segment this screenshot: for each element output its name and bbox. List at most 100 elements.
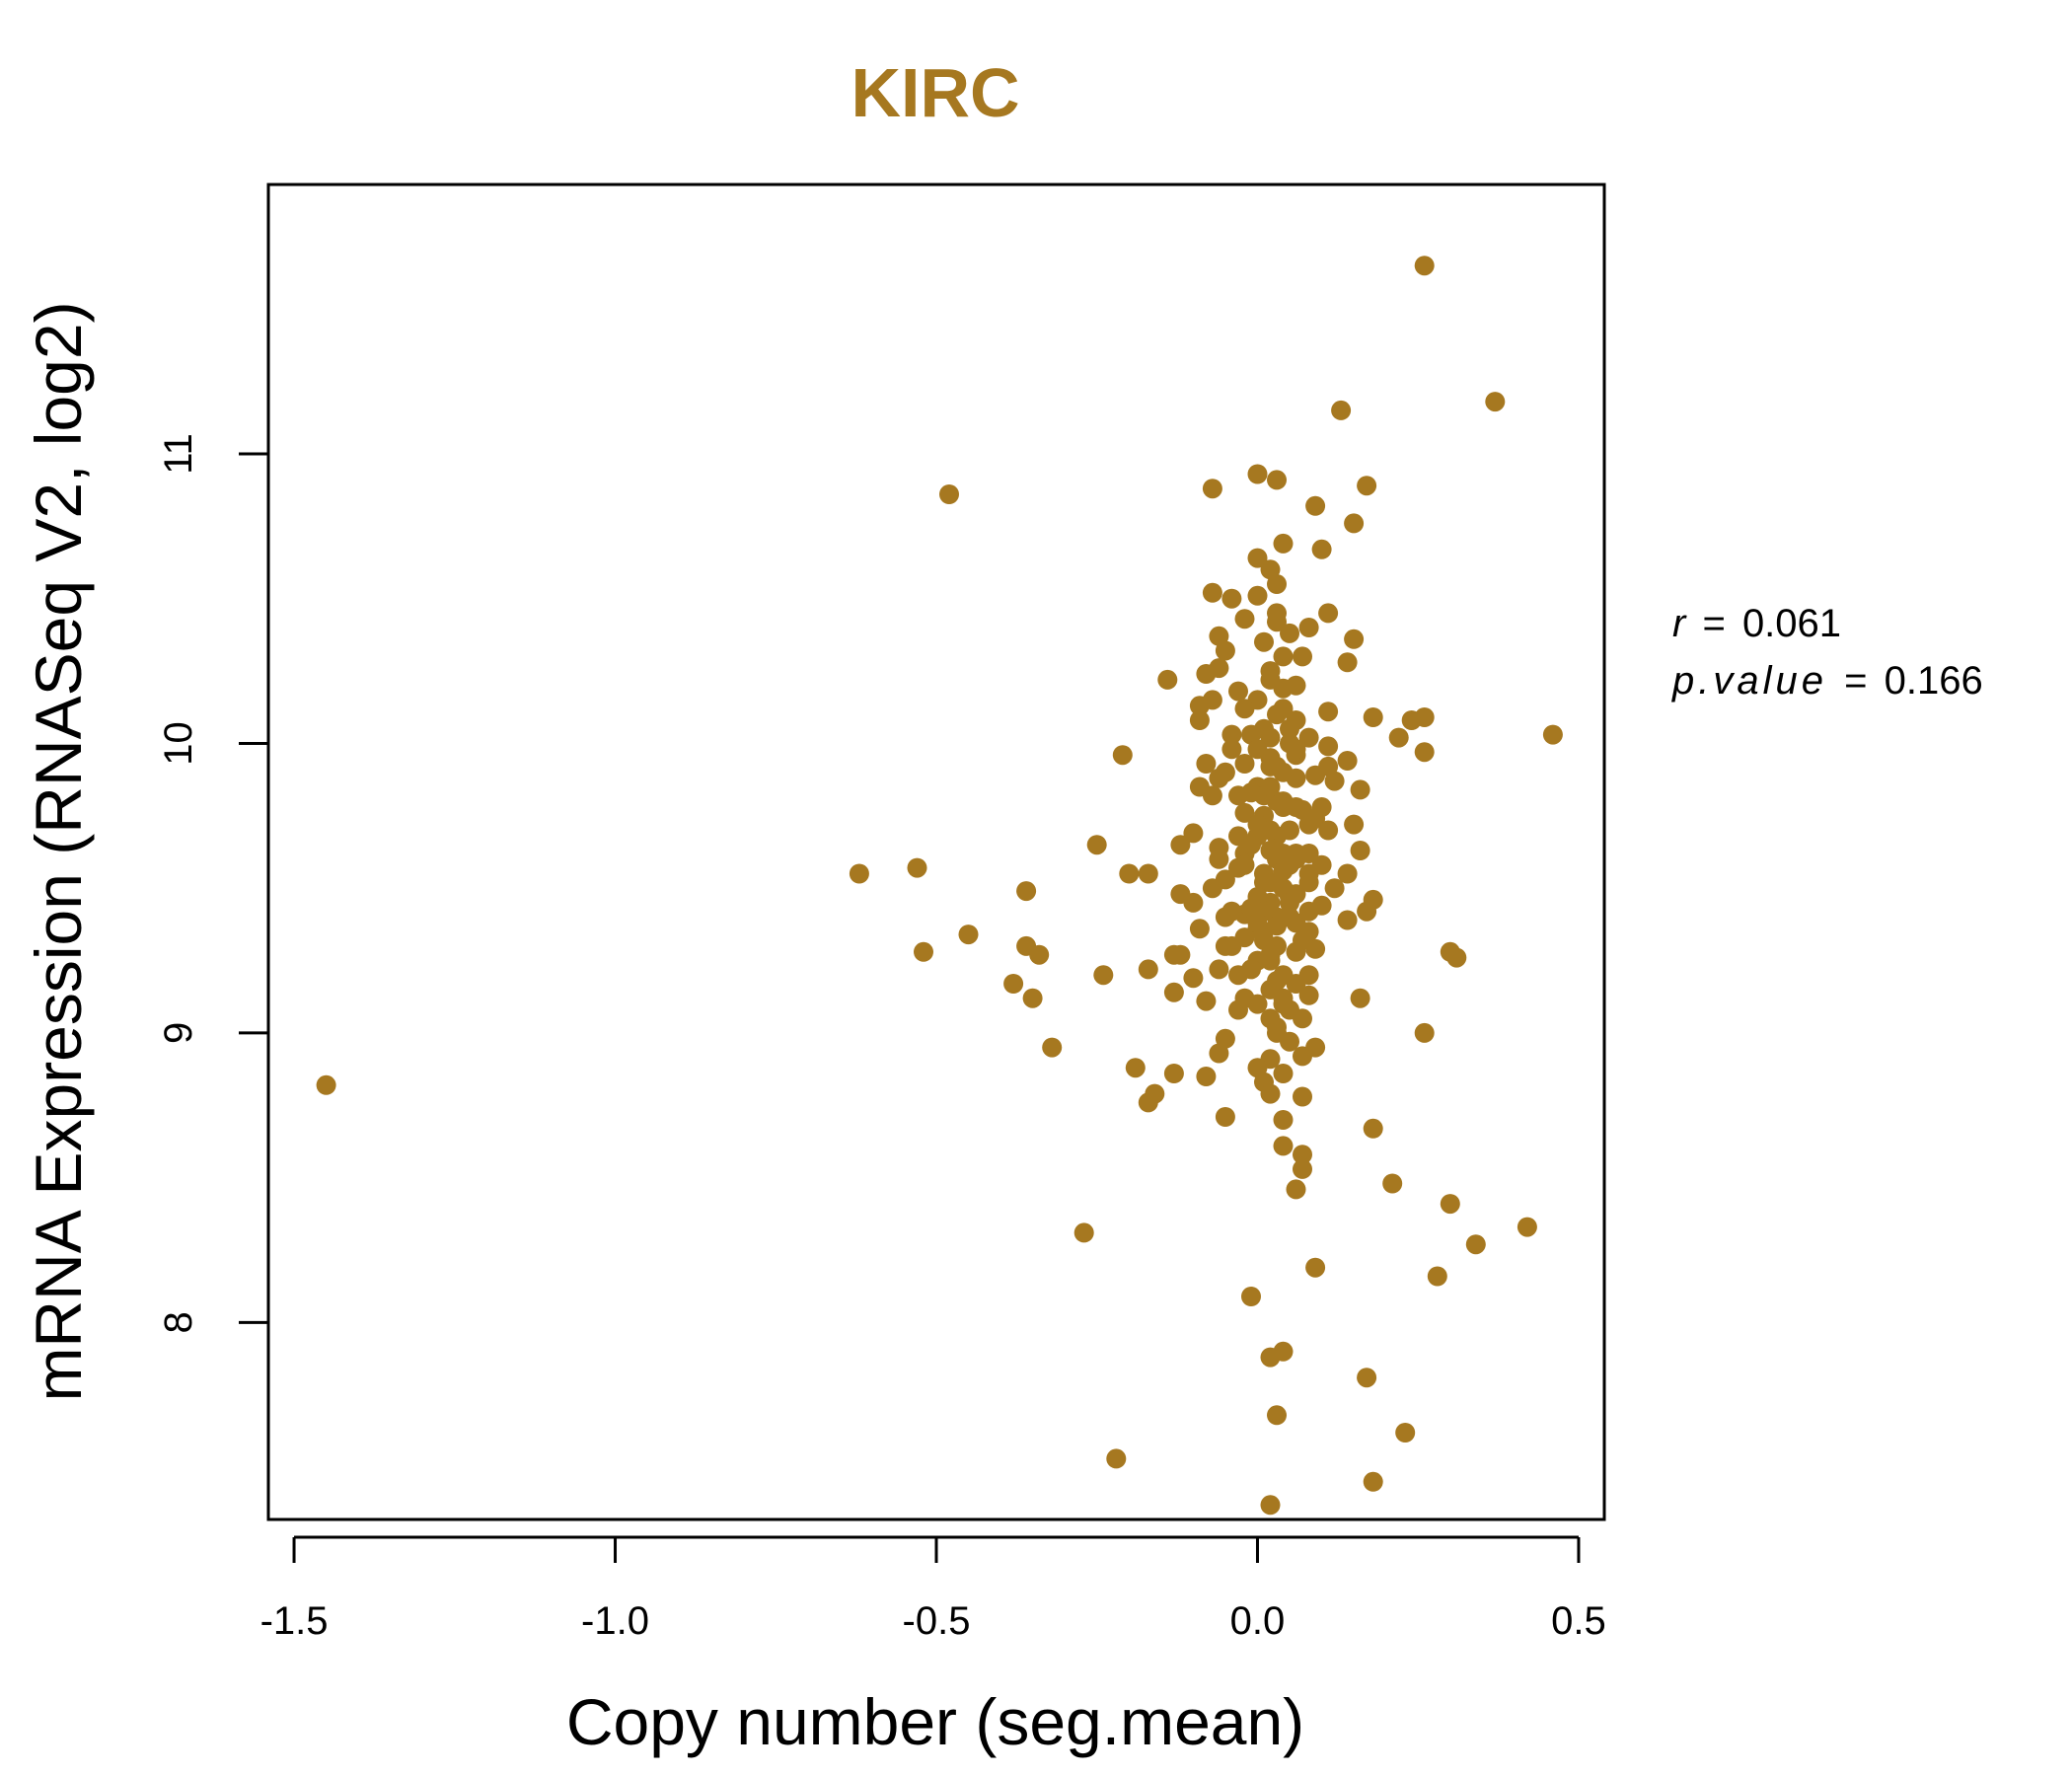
data-point [1016, 881, 1037, 902]
p-value-stat: p.value = 0.166 [1671, 659, 1983, 703]
data-point [1318, 736, 1339, 757]
data-point [1260, 1347, 1281, 1368]
data-point [1363, 707, 1383, 727]
data-point [1298, 901, 1319, 922]
data-point [1125, 1058, 1146, 1078]
data-point [1189, 696, 1210, 716]
data-point [1293, 1158, 1312, 1179]
data-point [1267, 872, 1287, 893]
x-tick-label: -1.5 [260, 1599, 329, 1643]
data-point [1260, 661, 1281, 682]
data-point [1273, 699, 1294, 719]
data-point [1357, 476, 1377, 496]
data-point [1221, 935, 1242, 956]
data-point [1363, 1118, 1383, 1139]
data-point [1401, 710, 1422, 730]
data-point [1542, 724, 1563, 745]
x-tick-label: -0.5 [903, 1599, 971, 1643]
plot-frame [266, 183, 1606, 1521]
data-point [316, 1074, 336, 1095]
r-equals: = [1702, 602, 1725, 645]
x-axis: -1.5 -1.0 -0.5 0.0 0.5 [260, 1535, 1606, 1643]
data-point [1311, 539, 1332, 559]
data-point [1298, 965, 1319, 986]
data-point [1183, 892, 1204, 913]
data-point [1241, 1287, 1261, 1306]
data-point [1337, 910, 1358, 930]
data-point [1517, 1217, 1537, 1237]
data-point [1221, 588, 1242, 609]
data-point [1286, 941, 1306, 962]
data-point [1280, 892, 1299, 913]
data-point [939, 484, 959, 504]
data-point [1293, 646, 1312, 667]
data-point [1247, 585, 1268, 606]
x-tick-label: 0.5 [1551, 1599, 1606, 1643]
y-tick-label: 10 [157, 721, 200, 766]
data-point [1183, 823, 1204, 844]
data-point [1042, 1037, 1063, 1058]
data-point [1209, 849, 1229, 869]
data-point [1234, 802, 1255, 823]
data-point [1157, 669, 1178, 690]
data-point [1485, 392, 1506, 412]
data-point [1331, 400, 1352, 420]
r-label: r [1672, 602, 1687, 645]
data-point [1170, 835, 1191, 855]
data-point [907, 857, 927, 878]
data-point [1286, 710, 1306, 730]
data-point [1209, 959, 1229, 980]
x-tick-label: 0.0 [1230, 1599, 1286, 1643]
data-point [1344, 629, 1365, 649]
data-point [1267, 1405, 1287, 1426]
data-point [1318, 603, 1339, 624]
data-point [1280, 623, 1299, 643]
data-point [1414, 1022, 1435, 1043]
data-point [1388, 727, 1409, 748]
data-point [1286, 675, 1306, 696]
x-tick-label: -1.0 [581, 1599, 649, 1643]
data-point [1337, 751, 1358, 771]
data-point [1305, 495, 1326, 516]
data-point [1260, 727, 1281, 748]
data-point [1119, 863, 1140, 884]
data-point [1267, 574, 1287, 594]
data-point [1260, 777, 1281, 797]
data-point [1298, 814, 1319, 835]
data-point [914, 941, 933, 962]
data-point [1189, 710, 1210, 730]
data-point [1267, 470, 1287, 490]
data-point [1260, 820, 1281, 841]
data-point [1215, 1107, 1235, 1127]
data-point [1440, 1194, 1460, 1215]
data-point [1267, 916, 1287, 936]
data-point [1221, 739, 1242, 760]
data-point [1189, 919, 1210, 939]
data-point [1247, 994, 1268, 1014]
data-point [1382, 1173, 1403, 1194]
data-point [1318, 820, 1339, 841]
data-point [1267, 603, 1287, 624]
data-point [1350, 841, 1370, 860]
data-point [1395, 1423, 1416, 1443]
data-point [1196, 1067, 1217, 1086]
data-point [1273, 797, 1294, 817]
data-point [849, 863, 869, 884]
data-point [1286, 739, 1306, 760]
data-point [1138, 959, 1158, 980]
data-point [1350, 779, 1370, 800]
data-point [1234, 754, 1255, 774]
data-point [1228, 857, 1248, 878]
chart-title: KIRC [851, 54, 1019, 131]
correlation-stat: r = 0.061 [1672, 602, 1841, 645]
data-point [1228, 965, 1248, 986]
data-point [1163, 1064, 1184, 1083]
y-tick-label: 8 [157, 1311, 200, 1333]
data-point [1293, 1086, 1312, 1107]
data-point [1196, 664, 1217, 684]
data-point [1357, 901, 1377, 922]
data-point [1273, 844, 1294, 863]
y-tick-label: 11 [157, 433, 200, 475]
data-point [1228, 826, 1248, 847]
